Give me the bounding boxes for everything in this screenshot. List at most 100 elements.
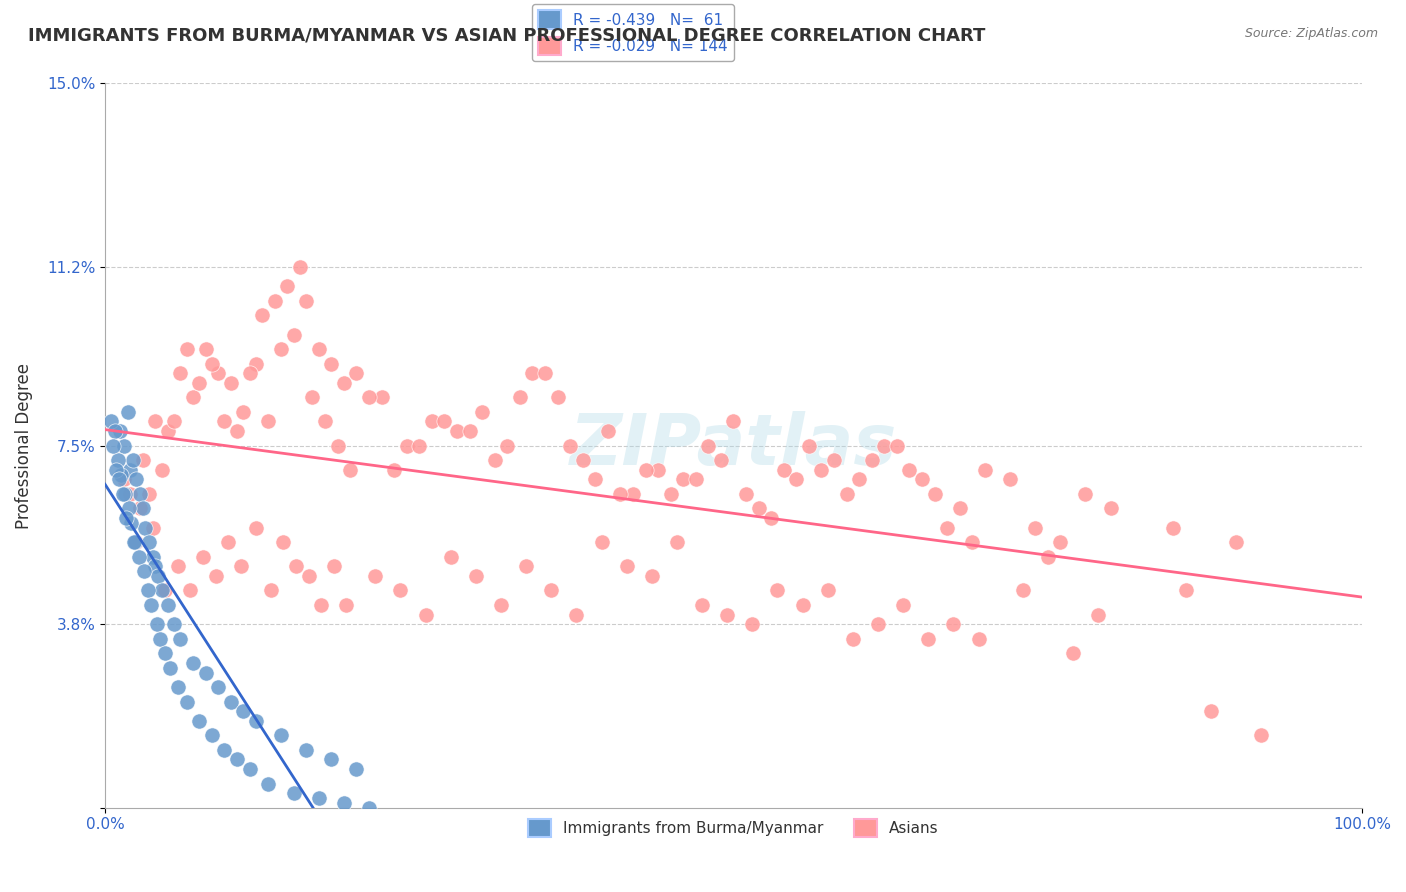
Point [489,598,512,612]
Point [169,366,191,380]
Point [204,569,226,583]
Point [335,598,357,612]
Point [1074,487,1097,501]
Point [333,376,356,390]
Point [120,463,142,477]
Legend: Immigrants from Burma/Myanmar, Asians: Immigrants from Burma/Myanmar, Asians [522,813,945,844]
Point [344,762,367,776]
Point [176,342,198,356]
Point [273,535,295,549]
Point [112,439,135,453]
Point [797,439,820,453]
Point [785,472,807,486]
Point [229,559,252,574]
Point [484,453,506,467]
Point [138,487,160,501]
Point [571,453,593,467]
Point [395,439,418,453]
Point [1163,521,1185,535]
Point [357,390,380,404]
Point [122,535,145,549]
Point [540,583,562,598]
Point [471,405,494,419]
Point [125,535,148,549]
Point [496,439,519,453]
Point [308,342,330,356]
Point [583,472,606,486]
Point [848,472,870,486]
Point [1062,646,1084,660]
Point [131,453,153,467]
Point [710,453,733,467]
Point [716,607,738,622]
Point [326,439,349,453]
Point [207,680,229,694]
Point [917,632,939,646]
Point [322,559,344,574]
Point [101,439,124,453]
Point [772,463,794,477]
Point [321,752,343,766]
Point [1225,535,1247,549]
Point [270,728,292,742]
Point [515,559,537,574]
Point [810,463,832,477]
Point [647,463,669,477]
Point [115,511,138,525]
Point [143,559,166,574]
Point [124,535,146,549]
Point [163,414,186,428]
Point [364,569,387,583]
Point [509,390,531,404]
Point [169,632,191,646]
Point [898,463,921,477]
Point [146,569,169,583]
Point [301,390,323,404]
Point [125,472,148,486]
Point [464,569,486,583]
Point [659,487,682,501]
Point [308,791,330,805]
Point [591,535,613,549]
Point [120,516,142,530]
Point [232,405,254,419]
Point [105,463,128,477]
Point [641,569,664,583]
Point [665,535,688,549]
Point [761,511,783,525]
Point [949,501,972,516]
Point [111,487,134,501]
Point [634,463,657,477]
Point [145,617,167,632]
Point [214,414,236,428]
Point [446,424,468,438]
Point [179,583,201,598]
Point [250,308,273,322]
Point [1199,704,1222,718]
Point [226,752,249,766]
Point [835,487,858,501]
Point [1024,521,1046,535]
Point [817,583,839,598]
Point [270,342,292,356]
Point [136,583,159,598]
Point [357,801,380,815]
Point [621,487,644,501]
Point [565,607,588,622]
Point [245,357,267,371]
Point [962,535,984,549]
Point [176,694,198,708]
Point [558,439,581,453]
Point [1087,607,1109,622]
Point [440,549,463,564]
Point [114,487,136,501]
Point [141,598,163,612]
Point [389,583,412,598]
Point [873,439,896,453]
Text: Source: ZipAtlas.com: Source: ZipAtlas.com [1244,27,1378,40]
Point [129,501,152,516]
Point [181,390,204,404]
Point [1175,583,1198,598]
Point [748,501,770,516]
Point [100,414,122,428]
